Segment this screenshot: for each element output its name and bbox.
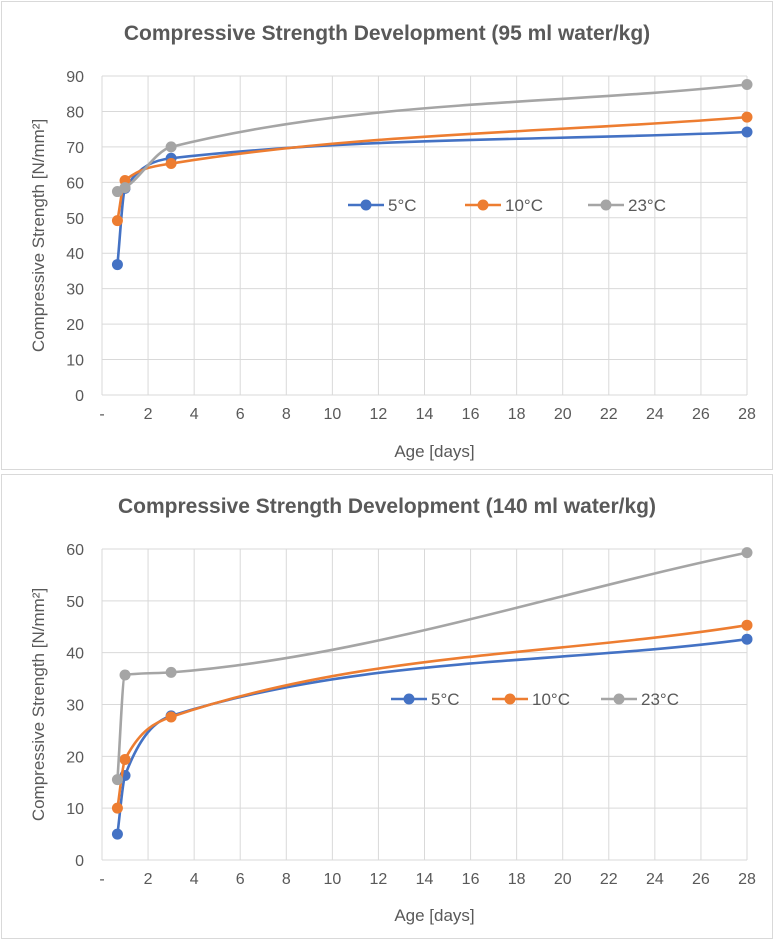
x-tick-label: 16 xyxy=(462,871,480,888)
x-tick-label: 12 xyxy=(370,871,388,888)
chart-title: Compressive Strength Development (140 ml… xyxy=(118,495,656,518)
x-tick-label: - xyxy=(99,871,104,888)
x-tick-label: 16 xyxy=(462,406,480,423)
data-point xyxy=(165,141,177,153)
x-tick-label: 4 xyxy=(190,406,199,423)
x-tick-label: 14 xyxy=(416,406,434,423)
y-tick-label: 90 xyxy=(66,69,84,86)
data-point xyxy=(111,215,123,227)
y-tick-label: 30 xyxy=(66,282,84,299)
series-line xyxy=(116,83,749,193)
data-point xyxy=(165,666,177,678)
y-tick-label: 0 xyxy=(75,388,84,405)
x-tick-label: 24 xyxy=(646,871,664,888)
legend-marker xyxy=(403,693,415,705)
data-point xyxy=(741,79,753,91)
y-tick-label: 10 xyxy=(66,801,84,818)
y-tick-label: 30 xyxy=(66,698,84,715)
legend-marker xyxy=(613,693,625,705)
data-point xyxy=(111,802,123,814)
x-tick-label: 14 xyxy=(416,871,434,888)
data-point xyxy=(119,182,131,194)
legend-label: 23°C xyxy=(641,690,679,709)
legend-marker xyxy=(504,693,516,705)
legend-label: 5°C xyxy=(431,690,460,709)
legend-label: 10°C xyxy=(532,690,570,709)
legend-marker xyxy=(600,199,612,211)
chart-panel-95ml: Compressive Strength Development (95 ml … xyxy=(1,1,773,470)
legend-label: 10°C xyxy=(505,196,543,215)
data-point xyxy=(741,619,753,631)
x-tick-label: 22 xyxy=(600,871,618,888)
legend-marker xyxy=(477,199,489,211)
x-tick-label: 10 xyxy=(323,871,341,888)
data-point xyxy=(741,111,753,123)
x-tick-label: 4 xyxy=(190,871,199,888)
data-point xyxy=(165,158,177,170)
x-tick-label: 26 xyxy=(692,406,710,423)
y-tick-label: 60 xyxy=(66,175,84,192)
x-tick-label: 12 xyxy=(370,406,388,423)
y-tick-label: 40 xyxy=(66,246,84,263)
x-tick-label: 8 xyxy=(282,406,291,423)
x-tick-label: 10 xyxy=(323,406,341,423)
y-axis-label: Compressive Strength [N/mm²] xyxy=(29,119,48,352)
y-tick-label: 40 xyxy=(66,646,84,663)
x-tick-label: 6 xyxy=(236,406,245,423)
data-point xyxy=(741,126,753,138)
series-line xyxy=(116,130,749,266)
data-point xyxy=(119,753,131,765)
y-tick-label: 50 xyxy=(66,211,84,228)
x-tick-label: 18 xyxy=(508,406,526,423)
series-line xyxy=(116,551,749,781)
legend-label: 5°C xyxy=(388,196,417,215)
y-tick-label: 80 xyxy=(66,104,84,121)
legend-marker xyxy=(360,199,372,211)
x-tick-label: 26 xyxy=(692,871,710,888)
chart-title: Compressive Strength Development (95 ml … xyxy=(123,22,651,45)
x-axis-label: Age [days] xyxy=(394,442,474,461)
legend-label: 23°C xyxy=(628,196,666,215)
y-tick-label: 20 xyxy=(66,317,84,334)
x-tick-label: 20 xyxy=(554,406,572,423)
x-axis-label: Age [days] xyxy=(394,906,474,925)
x-tick-label: - xyxy=(99,406,104,423)
x-tick-label: 6 xyxy=(236,871,245,888)
data-point xyxy=(111,774,123,786)
data-point xyxy=(111,828,123,840)
x-tick-label: 28 xyxy=(738,406,756,423)
data-point xyxy=(165,711,177,723)
x-tick-label: 8 xyxy=(282,871,291,888)
x-tick-label: 20 xyxy=(554,871,572,888)
x-tick-label: 28 xyxy=(738,871,756,888)
x-tick-label: 22 xyxy=(600,406,618,423)
x-tick-label: 2 xyxy=(144,406,153,423)
x-tick-label: 18 xyxy=(508,871,526,888)
y-tick-label: 60 xyxy=(66,542,84,559)
y-tick-label: 10 xyxy=(66,353,84,370)
y-tick-label: 0 xyxy=(75,853,84,870)
x-tick-label: 2 xyxy=(144,871,153,888)
y-tick-label: 70 xyxy=(66,140,84,157)
data-point xyxy=(741,633,753,645)
y-tick-label: 20 xyxy=(66,749,84,766)
y-tick-label: 50 xyxy=(66,594,84,611)
y-axis-label: Compressive Strength [N/mm²] xyxy=(29,588,48,821)
x-tick-label: 24 xyxy=(646,406,664,423)
data-point xyxy=(741,547,753,559)
chart-panel-140ml: Compressive Strength Development (140 ml… xyxy=(1,474,773,939)
data-point xyxy=(111,259,123,271)
data-point xyxy=(119,669,131,681)
